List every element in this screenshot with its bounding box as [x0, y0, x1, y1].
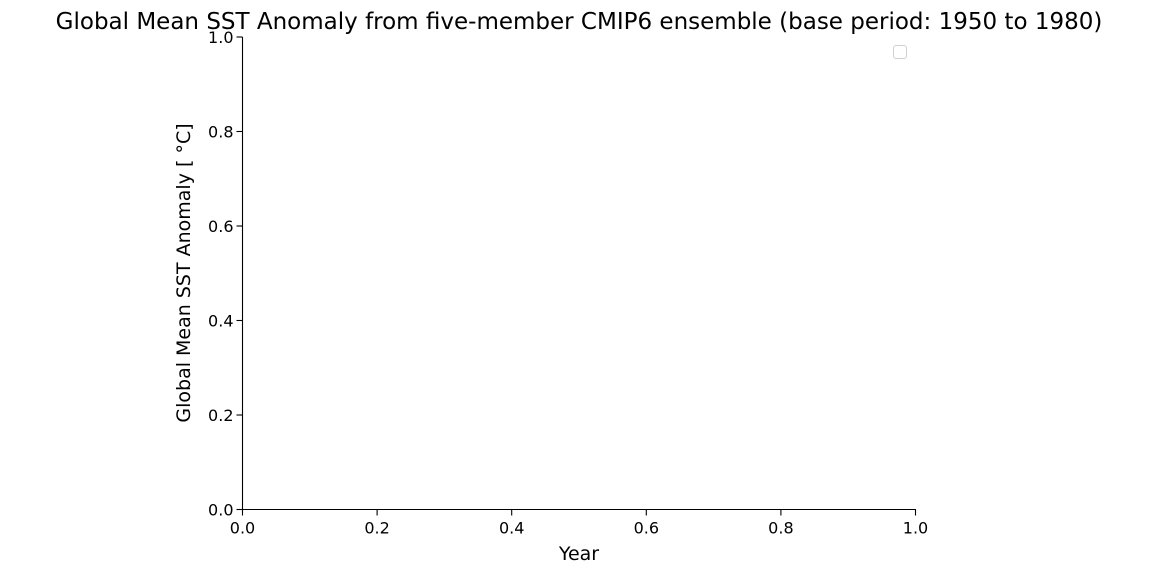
x-tick-label: 0.6	[634, 519, 659, 538]
plot-area: 0.0 0.2 0.4 0.6 0.8 1.0 0.0 0.2 0.4 0.6 0.8 1.0	[208, 28, 928, 538]
y-tick-label: 0.0	[208, 501, 233, 520]
y-ticks: 0.0 0.2 0.4 0.6 0.8 1.0	[208, 28, 243, 520]
x-axis-label: Year	[558, 543, 599, 565]
y-axis-label: Global Mean SST Anomaly [ °C]	[173, 123, 195, 422]
y-tick-label: 0.8	[208, 123, 233, 142]
x-ticks: 0.0 0.2 0.4 0.6 0.8 1.0	[230, 509, 928, 538]
x-tick-label: 1.0	[903, 519, 928, 538]
y-tick-label: 0.4	[208, 312, 233, 331]
y-tick-label: 0.6	[208, 217, 233, 236]
chart-title: Global Mean SST Anomaly from five-member…	[56, 9, 1103, 35]
legend-box	[893, 45, 907, 59]
x-tick-label: 0.0	[230, 519, 255, 538]
y-tick-label: 1.0	[208, 28, 233, 47]
x-tick-label: 0.8	[768, 519, 793, 538]
y-tick-label: 0.2	[208, 406, 233, 425]
x-tick-label: 0.4	[499, 519, 524, 538]
x-tick-label: 0.2	[364, 519, 389, 538]
